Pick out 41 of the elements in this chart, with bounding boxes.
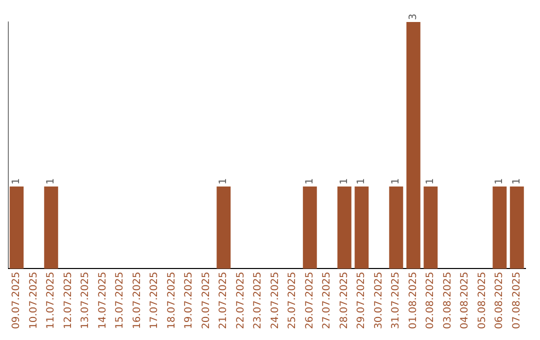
x-tick-label: 27.07.2025 (322, 272, 333, 330)
x-tick-label: 23.07.2025 (252, 272, 264, 330)
data-label: 1 (218, 178, 230, 184)
x-tick-label: 09.07.2025 (11, 272, 22, 330)
x-tick-label: 12.07.2025 (62, 272, 74, 330)
data-label: 1 (338, 178, 350, 184)
x-tick-label: 22.07.2025 (235, 272, 246, 330)
x-tick-label: 24.07.2025 (270, 272, 281, 330)
x-tick-label: 20.07.2025 (200, 272, 212, 330)
x-tick-label: 10.07.2025 (28, 272, 40, 330)
x-tick-label: 30.07.2025 (373, 272, 384, 330)
data-label: 1 (11, 178, 22, 184)
x-tick-label: 19.07.2025 (184, 272, 195, 330)
x-tick-label: 18.07.2025 (166, 272, 178, 330)
x-tick-label: 05.08.2025 (476, 272, 488, 330)
data-label: 1 (46, 178, 57, 184)
data-label: 3 (408, 14, 419, 20)
x-tick-label: 28.07.2025 (338, 272, 350, 330)
x-tick-label: 17.07.2025 (149, 272, 160, 330)
x-tick-label: 02.08.2025 (425, 272, 436, 330)
data-label: 1 (390, 178, 402, 184)
x-tick-label: 14.07.2025 (97, 272, 108, 330)
x-tick-label: 06.08.2025 (494, 272, 506, 330)
x-tick-label: 01.08.2025 (408, 272, 419, 330)
data-label: 1 (304, 178, 316, 184)
x-tick-label: 04.08.2025 (460, 272, 471, 330)
x-tick-label: 29.07.2025 (356, 272, 368, 330)
data-label: 1 (511, 178, 522, 184)
x-tick-label: 07.08.2025 (511, 272, 522, 330)
x-tick-label: 25.07.2025 (287, 272, 298, 330)
data-label: 1 (494, 178, 506, 184)
data-label: 1 (425, 178, 436, 184)
data-label: 1 (356, 178, 368, 184)
x-tick-label: 31.07.2025 (390, 272, 402, 330)
x-tick-label: 16.07.2025 (132, 272, 143, 330)
x-tick-label: 26.07.2025 (304, 272, 316, 330)
x-tick-label: 15.07.2025 (114, 272, 126, 330)
x-tick-label: 21.07.2025 (218, 272, 230, 330)
x-tick-label: 13.07.2025 (80, 272, 92, 330)
x-tick-label: 11.07.2025 (46, 272, 57, 330)
x-tick-label: 03.08.2025 (442, 272, 454, 330)
